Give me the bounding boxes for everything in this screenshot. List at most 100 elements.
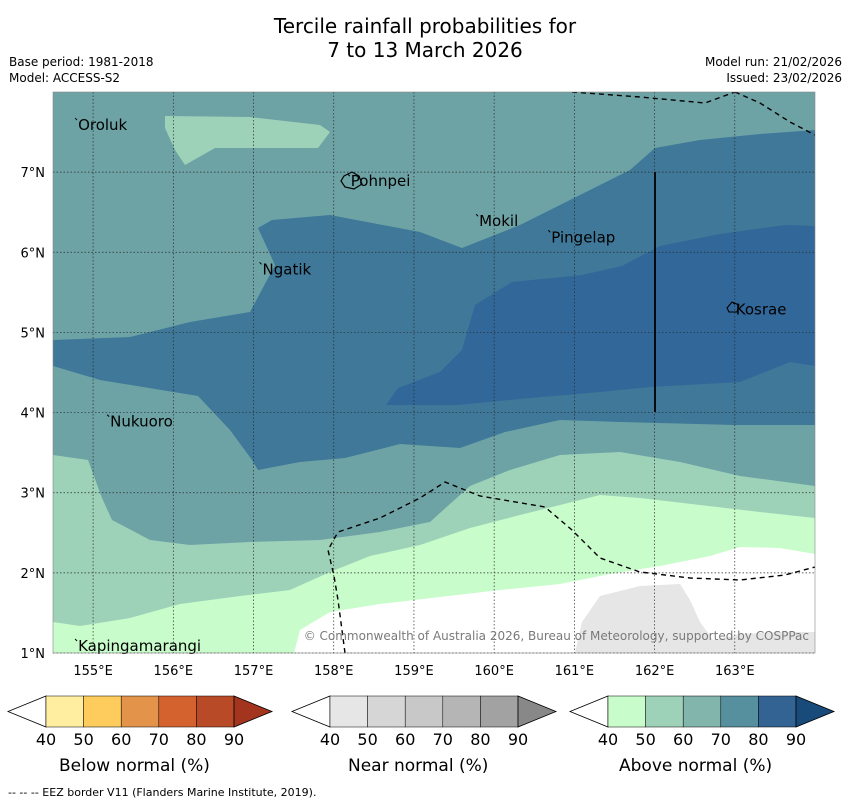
island-label: Pingelap: [551, 228, 615, 246]
model-name: Model: ACCESS-S2: [9, 71, 121, 85]
lat-tick-label: 2°N: [21, 567, 46, 582]
eez-borders: [327, 92, 815, 653]
colorbar-segment: [196, 695, 235, 728]
model-info: Base period: 1981-2018 Model: ACCESS-S2: [9, 54, 154, 86]
colorbar-tick: 90: [224, 730, 244, 749]
colorbar-tick: 50: [635, 730, 655, 749]
lon-tick-label: 156°E: [154, 664, 194, 679]
colorbar-tick: 80: [748, 730, 768, 749]
lon-tick-label: 163°E: [715, 664, 755, 679]
colorbar-segment: [720, 695, 759, 728]
island-marker: [347, 173, 351, 177]
probability-field: [53, 92, 815, 653]
colorbar-under-triangle: [568, 695, 609, 728]
colorbar-2: 40 50 60 70 80 90: [568, 695, 836, 749]
colorbar-under-triangle: [290, 695, 331, 728]
colorbar-1: 40 50 60 70 80 90: [290, 695, 558, 749]
lon-tick-label: 159°E: [394, 664, 434, 679]
colorbars: 40 50 60 70 80 90 40 50 60 70 80 90 40 50 60 70 80 90: [6, 695, 836, 749]
colorbar-label-near: Near normal (%): [348, 756, 489, 776]
island-marker: [475, 213, 479, 217]
lat-tick-label: 7°N: [21, 166, 46, 181]
island-marker: [74, 117, 78, 121]
colorbar-segment: [682, 695, 722, 728]
colorbar-segment: [404, 695, 444, 728]
colorbar-label-below: Below normal (%): [59, 756, 210, 776]
colorbar-tick: 70: [711, 730, 731, 749]
colorbar-segment: [83, 695, 122, 728]
colorbar-segment: [442, 695, 481, 728]
colorbar-tick: 60: [111, 730, 131, 749]
colorbar-tick: 50: [357, 730, 377, 749]
run-info: Model run: 21/02/2026 Issued: 23/02/2026: [705, 54, 842, 86]
eez-border-northeast: [734, 92, 815, 136]
island-marker: [106, 414, 110, 417]
island-label: Mokil: [479, 212, 518, 230]
colorbar-tick: 60: [673, 730, 693, 749]
colorbar-tick: 40: [320, 730, 340, 749]
colorbar-label-above: Above normal (%): [619, 756, 773, 776]
island-label: Oroluk: [78, 116, 127, 134]
lon-tick-label: 155°E: [73, 664, 113, 679]
colorbar-segment: [45, 695, 84, 728]
lat-tick-label: 3°N: [21, 487, 46, 502]
kosrae-outline: [726, 301, 740, 313]
eez-footnote: -- -- -- EEZ border V11 (Flanders Marine…: [8, 786, 317, 799]
colorbar-tick: 90: [786, 730, 806, 749]
copyright-text: © Commonwealth of Australia 2026, Bureau…: [304, 629, 809, 643]
island-label: Nukuoro: [110, 413, 173, 431]
base-period: Base period: 1981-2018: [9, 55, 154, 69]
title-line-2: 7 to 13 March 2026: [327, 38, 523, 62]
island-label: Kapingamarangi: [78, 637, 201, 655]
colorbar-segment: [367, 695, 406, 728]
colorbar-tick: 40: [36, 730, 56, 749]
island-marker: [259, 261, 262, 265]
lon-tick-label: 160°E: [474, 664, 514, 679]
pohnpei-outline: [340, 171, 363, 190]
patch-near-normal: [575, 584, 815, 653]
eez-border-north: [571, 92, 736, 104]
colorbar-tick: 50: [73, 730, 93, 749]
lat-tick-label: 1°N: [21, 647, 46, 662]
lat-tick-label: 4°N: [21, 407, 46, 422]
island-label: Kosrae: [736, 300, 787, 318]
island-label: Pohnpei: [351, 172, 411, 190]
eez-border-south: [327, 481, 815, 653]
colorbar-tick: 80: [470, 730, 490, 749]
colorbar-segment: [645, 695, 684, 728]
lon-tick-label: 157°E: [234, 664, 274, 679]
colorbar-segment: [607, 695, 646, 728]
longitude-labels: 155°E 156°E 157°E 158°E 159°E 160°E 161°E 162°E…: [73, 664, 754, 679]
patch-above-50-oroluk: [165, 116, 330, 165]
colorbar-tick: 80: [186, 730, 206, 749]
map-title: Tercile rainfall probabilities for 7 to …: [0, 14, 850, 62]
colorbar-over-triangle: [233, 695, 274, 728]
island-marker: [547, 229, 551, 233]
colorbar-segment: [329, 695, 368, 728]
lat-tick-label: 6°N: [21, 246, 46, 261]
map-frame: [52, 91, 816, 654]
colorbar-tick: 70: [149, 730, 169, 749]
colorbar-tick: 90: [508, 730, 528, 749]
colorbar-tick: 40: [598, 730, 618, 749]
colorbar-segment: [120, 695, 160, 728]
title-line-1: Tercile rainfall probabilities for: [273, 14, 577, 38]
latitude-labels: 7°N 6°N 5°N 4°N 3°N 2°N 1°N: [21, 166, 46, 662]
island-labels: Oroluk Pohnpei Mokil Pingelap Ngatik Kosrae Nu…: [74, 116, 787, 655]
lon-tick-label: 161°E: [555, 664, 595, 679]
lon-tick-label: 162°E: [635, 664, 675, 679]
issued-date: Issued: 23/02/2026: [726, 71, 842, 85]
colorbar-tick: 60: [395, 730, 415, 749]
colorbar-over-triangle: [795, 695, 836, 728]
island-label: Ngatik: [263, 260, 312, 278]
colorbar-segment: [480, 695, 519, 728]
lat-tick-label: 5°N: [21, 326, 46, 341]
band-above-80: [386, 225, 815, 405]
colorbar-0: 40 50 60 70 80 90: [6, 695, 274, 749]
colorbar-tick: 70: [433, 730, 453, 749]
island-marker: [74, 638, 78, 642]
colorbar-segment: [758, 695, 797, 728]
colorbar-segment: [158, 695, 197, 728]
model-run: Model run: 21/02/2026: [704, 55, 842, 69]
